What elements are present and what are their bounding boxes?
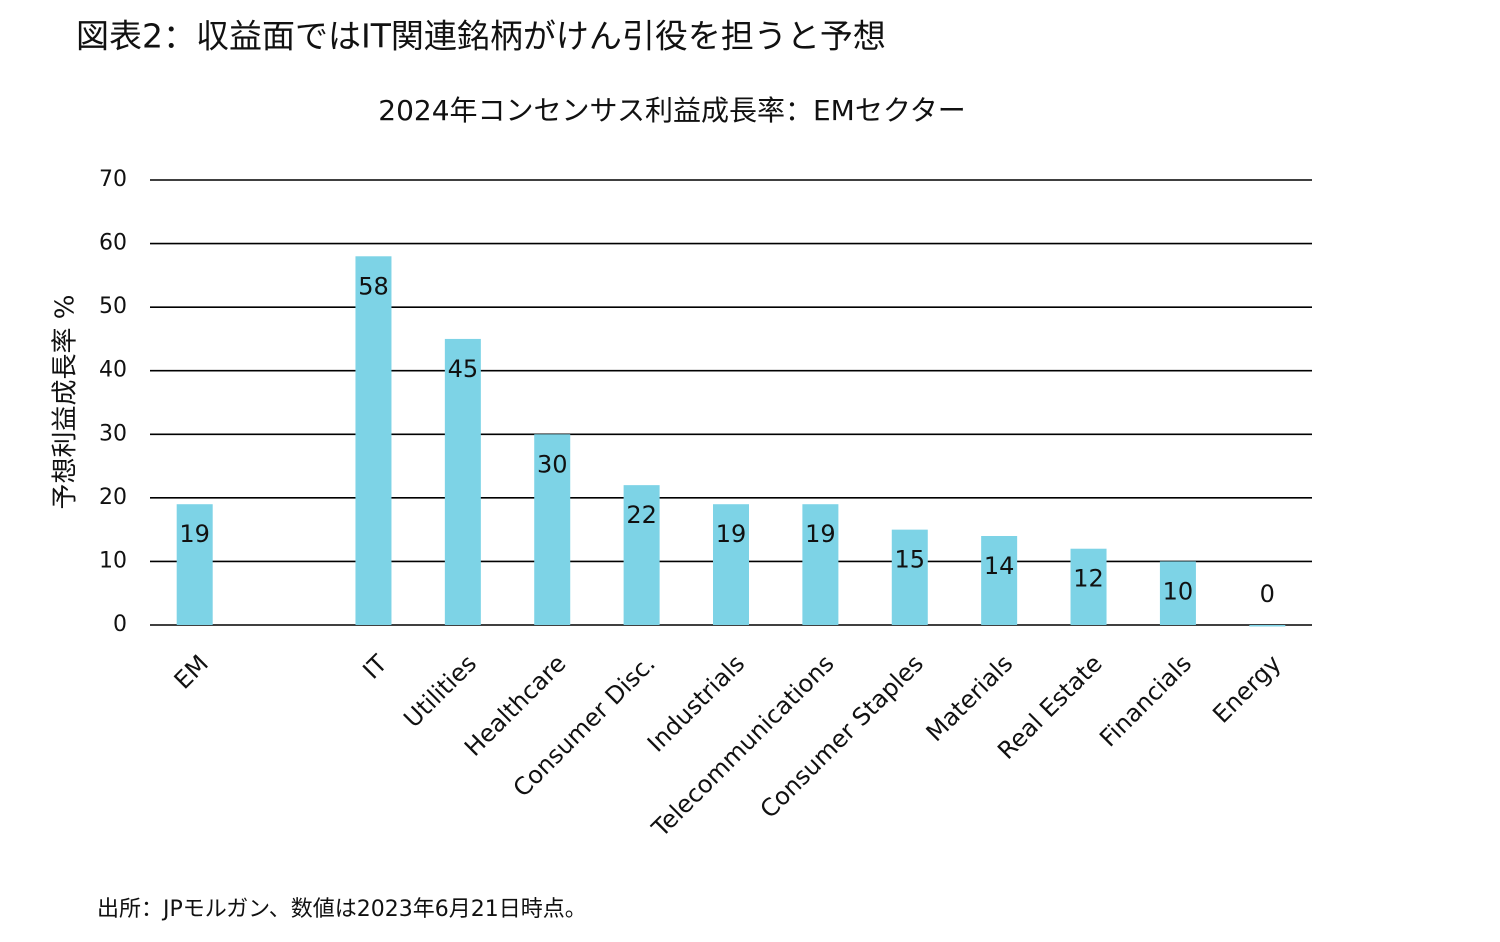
page-title: 図表2：収益面ではIT関連銘柄がけん引役を担うと予想	[76, 17, 886, 56]
data-label: 15	[894, 546, 925, 574]
data-label: 58	[358, 272, 389, 300]
data-label: 22	[626, 501, 657, 529]
data-label: 19	[179, 520, 210, 548]
y-tick-label: 70	[99, 167, 127, 192]
data-label: 10	[1163, 577, 1194, 605]
y-tick-label: 50	[99, 294, 127, 319]
chart-title: 2024年コンセンサス利益成長率：EMセクター	[378, 94, 965, 127]
data-label: 30	[537, 450, 568, 478]
bar	[355, 256, 392, 625]
data-label: 0	[1260, 580, 1275, 608]
x-tick-label: Telecommunications	[646, 649, 840, 843]
data-label: 14	[984, 552, 1015, 580]
data-label: 12	[1073, 565, 1104, 593]
bar	[534, 434, 571, 625]
y-tick-label: 30	[99, 421, 127, 446]
y-axis-label: 予想利益成長率 %	[51, 295, 81, 510]
x-tick-label: Utilities	[398, 649, 482, 733]
source-note: 出所：JPモルガン、数値は2023年6月21日時点。	[97, 897, 587, 922]
data-label: 19	[716, 520, 747, 548]
x-tick-label: Financials	[1094, 649, 1197, 752]
x-tick-label: Energy	[1207, 649, 1286, 728]
bar	[1070, 548, 1107, 625]
y-tick-label: 40	[99, 358, 127, 383]
data-label: 45	[448, 355, 479, 383]
x-tick-label: IT	[357, 649, 392, 684]
y-tick-label: 10	[99, 548, 127, 573]
bar	[981, 536, 1018, 625]
x-tick-label: EM	[169, 649, 214, 694]
bar	[444, 338, 481, 625]
bar	[1249, 625, 1286, 627]
y-tick-label: 60	[99, 231, 127, 256]
bar	[802, 504, 839, 625]
bar	[176, 504, 213, 625]
x-tick-label: Consumer Staples	[755, 649, 929, 823]
bar	[713, 504, 749, 625]
bar	[1159, 561, 1196, 625]
bar	[623, 485, 660, 625]
y-tick-label: 0	[113, 612, 127, 637]
y-tick-label: 20	[99, 485, 127, 510]
bar	[891, 529, 928, 625]
data-label: 19	[805, 520, 836, 548]
